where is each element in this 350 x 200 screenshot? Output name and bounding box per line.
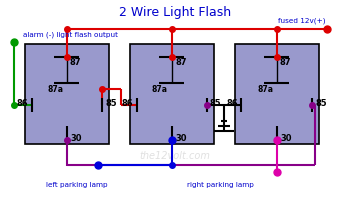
Text: 87a: 87a <box>152 85 168 94</box>
Text: 30: 30 <box>280 134 292 143</box>
Text: 30: 30 <box>70 134 82 143</box>
Text: 86: 86 <box>16 99 28 108</box>
Text: 85: 85 <box>105 99 117 108</box>
Text: 87: 87 <box>70 58 82 67</box>
Text: fused 12v(+): fused 12v(+) <box>278 18 326 24</box>
Text: 30: 30 <box>175 134 187 143</box>
Text: 87: 87 <box>175 58 187 67</box>
Text: 86: 86 <box>226 99 238 108</box>
Bar <box>25 44 108 144</box>
Text: 87a: 87a <box>257 85 273 94</box>
Text: 85: 85 <box>210 99 222 108</box>
Text: 87: 87 <box>280 58 292 67</box>
Text: 86: 86 <box>121 99 133 108</box>
Text: 2 Wire Light Flash: 2 Wire Light Flash <box>119 6 231 19</box>
Text: left parking lamp: left parking lamp <box>46 182 108 188</box>
Text: 85: 85 <box>315 99 327 108</box>
Text: alarm (-) light flash output: alarm (-) light flash output <box>23 31 118 38</box>
Text: 87a: 87a <box>47 85 63 94</box>
Text: the12volt.com: the12volt.com <box>140 151 210 161</box>
Bar <box>234 44 318 144</box>
Text: right parking lamp: right parking lamp <box>187 182 254 188</box>
Bar <box>130 44 214 144</box>
